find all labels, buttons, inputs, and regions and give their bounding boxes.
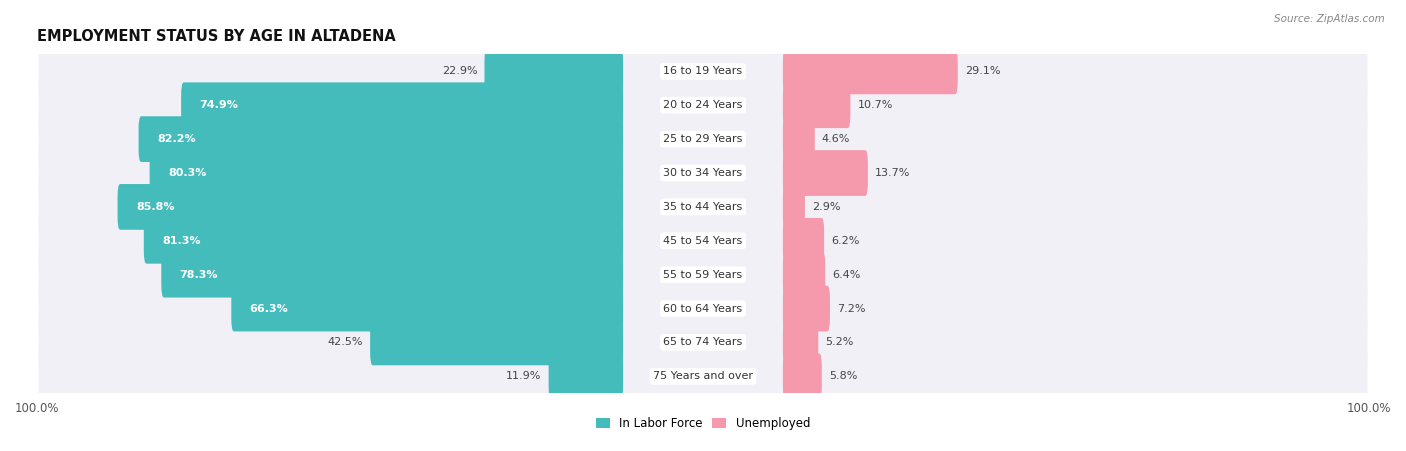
Text: 22.9%: 22.9% — [441, 66, 478, 76]
FancyBboxPatch shape — [548, 354, 623, 399]
FancyBboxPatch shape — [38, 198, 1368, 284]
Text: 85.8%: 85.8% — [136, 202, 174, 212]
Text: 55 to 59 Years: 55 to 59 Years — [664, 270, 742, 280]
Text: 5.2%: 5.2% — [825, 337, 853, 347]
FancyBboxPatch shape — [143, 218, 623, 264]
FancyBboxPatch shape — [783, 320, 818, 365]
FancyBboxPatch shape — [38, 129, 1368, 216]
Text: 75 Years and over: 75 Years and over — [652, 371, 754, 382]
Text: 16 to 19 Years: 16 to 19 Years — [664, 66, 742, 76]
Text: 78.3%: 78.3% — [180, 270, 218, 280]
Text: 25 to 29 Years: 25 to 29 Years — [664, 134, 742, 144]
FancyBboxPatch shape — [783, 354, 821, 399]
Legend: In Labor Force, Unemployed: In Labor Force, Unemployed — [591, 412, 815, 435]
Text: 82.2%: 82.2% — [157, 134, 195, 144]
FancyBboxPatch shape — [783, 184, 804, 230]
Text: 81.3%: 81.3% — [162, 236, 201, 246]
FancyBboxPatch shape — [783, 218, 824, 264]
FancyBboxPatch shape — [139, 116, 623, 162]
FancyBboxPatch shape — [149, 150, 623, 196]
Text: 30 to 34 Years: 30 to 34 Years — [664, 168, 742, 178]
FancyBboxPatch shape — [38, 164, 1368, 250]
Text: 7.2%: 7.2% — [837, 304, 866, 313]
Text: 42.5%: 42.5% — [328, 337, 363, 347]
FancyBboxPatch shape — [38, 96, 1368, 183]
Text: 29.1%: 29.1% — [965, 66, 1000, 76]
Text: 80.3%: 80.3% — [167, 168, 207, 178]
Text: 60 to 64 Years: 60 to 64 Years — [664, 304, 742, 313]
Text: 45 to 54 Years: 45 to 54 Years — [664, 236, 742, 246]
FancyBboxPatch shape — [38, 265, 1368, 352]
FancyBboxPatch shape — [783, 285, 830, 331]
FancyBboxPatch shape — [38, 62, 1368, 149]
Text: 6.2%: 6.2% — [831, 236, 859, 246]
FancyBboxPatch shape — [783, 116, 815, 162]
Text: 10.7%: 10.7% — [858, 100, 893, 110]
Text: 5.8%: 5.8% — [828, 371, 858, 382]
Text: EMPLOYMENT STATUS BY AGE IN ALTADENA: EMPLOYMENT STATUS BY AGE IN ALTADENA — [37, 28, 396, 44]
FancyBboxPatch shape — [783, 49, 957, 94]
Text: 65 to 74 Years: 65 to 74 Years — [664, 337, 742, 347]
FancyBboxPatch shape — [485, 49, 623, 94]
Text: 66.3%: 66.3% — [250, 304, 288, 313]
Text: 35 to 44 Years: 35 to 44 Years — [664, 202, 742, 212]
Text: 4.6%: 4.6% — [821, 134, 851, 144]
FancyBboxPatch shape — [38, 231, 1368, 318]
FancyBboxPatch shape — [783, 83, 851, 128]
FancyBboxPatch shape — [162, 252, 623, 298]
FancyBboxPatch shape — [38, 333, 1368, 420]
FancyBboxPatch shape — [370, 320, 623, 365]
Text: Source: ZipAtlas.com: Source: ZipAtlas.com — [1274, 14, 1385, 23]
Text: 20 to 24 Years: 20 to 24 Years — [664, 100, 742, 110]
FancyBboxPatch shape — [38, 299, 1368, 386]
Text: 74.9%: 74.9% — [200, 100, 239, 110]
Text: 13.7%: 13.7% — [875, 168, 910, 178]
Text: 6.4%: 6.4% — [832, 270, 860, 280]
FancyBboxPatch shape — [232, 285, 623, 331]
FancyBboxPatch shape — [118, 184, 623, 230]
Text: 11.9%: 11.9% — [506, 371, 541, 382]
FancyBboxPatch shape — [783, 252, 825, 298]
FancyBboxPatch shape — [783, 150, 868, 196]
FancyBboxPatch shape — [38, 28, 1368, 115]
Text: 2.9%: 2.9% — [811, 202, 841, 212]
FancyBboxPatch shape — [181, 83, 623, 128]
